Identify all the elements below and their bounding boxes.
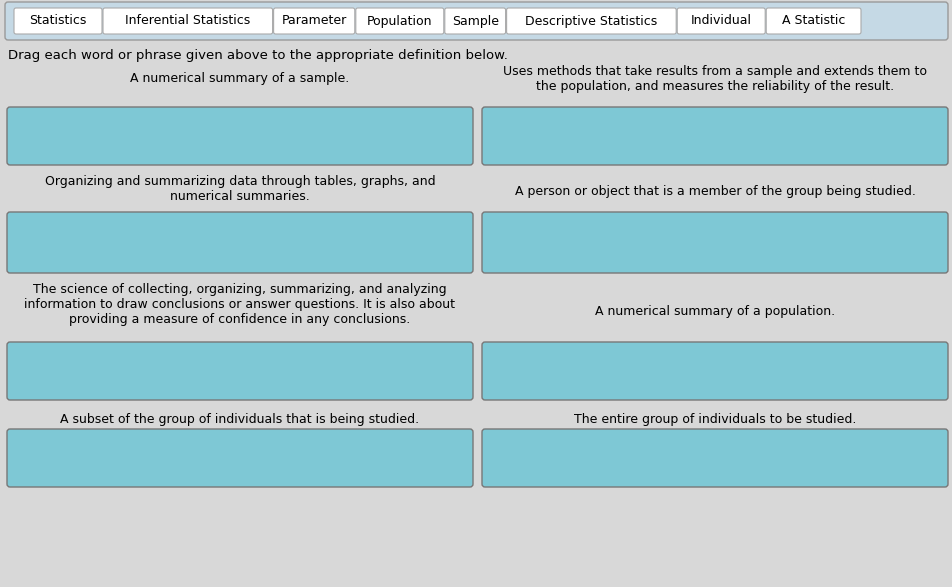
- Text: A person or object that is a member of the group being studied.: A person or object that is a member of t…: [514, 185, 915, 198]
- FancyBboxPatch shape: [5, 2, 947, 40]
- Text: A subset of the group of individuals that is being studied.: A subset of the group of individuals tha…: [60, 413, 419, 426]
- Text: Organizing and summarizing data through tables, graphs, and
numerical summaries.: Organizing and summarizing data through …: [45, 175, 435, 203]
- Text: The entire group of individuals to be studied.: The entire group of individuals to be st…: [573, 413, 855, 426]
- Text: Statistics: Statistics: [30, 15, 87, 28]
- FancyBboxPatch shape: [273, 8, 354, 34]
- FancyBboxPatch shape: [7, 212, 472, 273]
- FancyBboxPatch shape: [445, 8, 506, 34]
- FancyBboxPatch shape: [482, 107, 947, 165]
- Text: Inferential Statistics: Inferential Statistics: [125, 15, 250, 28]
- Text: Uses methods that take results from a sample and extends them to
the population,: Uses methods that take results from a sa…: [503, 65, 926, 93]
- FancyBboxPatch shape: [482, 212, 947, 273]
- Text: Population: Population: [367, 15, 432, 28]
- FancyBboxPatch shape: [7, 429, 472, 487]
- FancyBboxPatch shape: [765, 8, 860, 34]
- Text: Sample: Sample: [451, 15, 498, 28]
- FancyBboxPatch shape: [7, 107, 472, 165]
- Text: Individual: Individual: [690, 15, 751, 28]
- Text: A numerical summary of a sample.: A numerical summary of a sample.: [130, 72, 349, 85]
- FancyBboxPatch shape: [7, 342, 472, 400]
- Text: A Statistic: A Statistic: [781, 15, 844, 28]
- FancyBboxPatch shape: [103, 8, 272, 34]
- FancyBboxPatch shape: [14, 8, 102, 34]
- FancyBboxPatch shape: [677, 8, 764, 34]
- FancyBboxPatch shape: [482, 429, 947, 487]
- FancyBboxPatch shape: [355, 8, 444, 34]
- Text: Drag each word or phrase given above to the appropriate definition below.: Drag each word or phrase given above to …: [8, 49, 507, 62]
- Text: A numerical summary of a population.: A numerical summary of a population.: [594, 305, 834, 318]
- Text: Parameter: Parameter: [281, 15, 347, 28]
- Text: Descriptive Statistics: Descriptive Statistics: [525, 15, 657, 28]
- FancyBboxPatch shape: [482, 342, 947, 400]
- FancyBboxPatch shape: [506, 8, 676, 34]
- Text: The science of collecting, organizing, summarizing, and analyzing
information to: The science of collecting, organizing, s…: [25, 283, 455, 326]
